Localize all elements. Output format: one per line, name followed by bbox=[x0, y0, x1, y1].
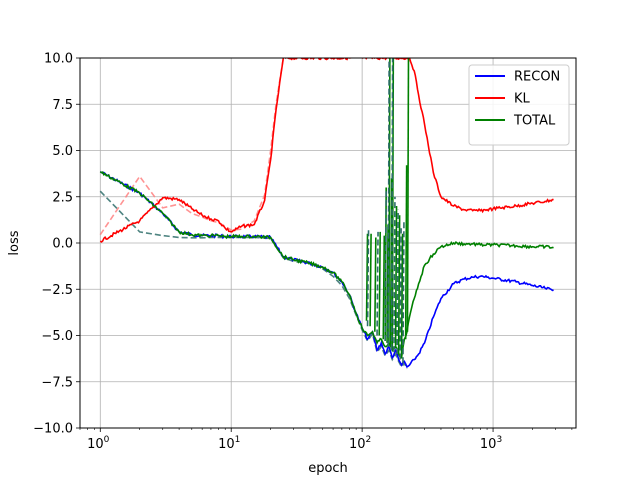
spike-mark bbox=[376, 231, 379, 336]
legend-label-kl: KL bbox=[514, 92, 531, 107]
spike-mark bbox=[366, 228, 370, 327]
y-tick-label: 7.5 bbox=[52, 98, 73, 113]
x-tick-label: 100 bbox=[87, 435, 110, 452]
spike-mark bbox=[387, 58, 390, 347]
y-tick-label: −7.5 bbox=[41, 375, 73, 390]
spike-mark bbox=[382, 235, 386, 340]
legend-box bbox=[468, 64, 570, 146]
y-tick-label: 10.0 bbox=[44, 52, 73, 67]
y-tick-label: 0.0 bbox=[52, 237, 73, 252]
x-axis-label: epoch bbox=[308, 461, 348, 476]
spike-mark bbox=[365, 233, 369, 321]
y-tick-label: 2.5 bbox=[52, 190, 73, 205]
spike-mark bbox=[390, 58, 394, 351]
y-axis-label: loss bbox=[7, 230, 22, 255]
spike-mark bbox=[397, 215, 401, 355]
spike-mark bbox=[402, 220, 405, 364]
spike-mark bbox=[399, 228, 402, 360]
y-tick-label: −5.0 bbox=[41, 329, 73, 344]
spike-mark bbox=[384, 191, 387, 342]
spike-mark bbox=[394, 205, 398, 349]
series-layer bbox=[99, 58, 554, 370]
y-tick-label: −10.0 bbox=[33, 422, 73, 437]
spike-mark bbox=[406, 58, 410, 332]
legend: RECON KL TOTAL bbox=[468, 64, 570, 146]
spike-mark bbox=[393, 196, 396, 353]
spike-mark bbox=[378, 231, 381, 336]
series-line-kl bbox=[99, 58, 554, 243]
x-axis: 100 101 102 103 bbox=[79, 428, 573, 452]
x-tick-label: 102 bbox=[349, 435, 371, 452]
spike-mark bbox=[369, 233, 372, 327]
y-axis: −10.0 −7.5 −5.0 −2.5 0.0 2.5 5.0 7.5 10.0 bbox=[33, 52, 80, 437]
legend-label-total: TOTAL bbox=[513, 114, 556, 129]
spike-mark bbox=[400, 233, 404, 358]
series-line-total bbox=[99, 171, 554, 360]
spike-mark bbox=[396, 209, 399, 355]
y-tick-label: 5.0 bbox=[52, 144, 73, 159]
legend-label-recon: RECON bbox=[514, 70, 560, 85]
spike-mark bbox=[374, 237, 377, 332]
x-tick-label: 101 bbox=[218, 435, 240, 452]
x-tick-label: 103 bbox=[480, 435, 502, 452]
spike-mark bbox=[404, 165, 408, 340]
y-tick-label: −2.5 bbox=[41, 283, 73, 298]
